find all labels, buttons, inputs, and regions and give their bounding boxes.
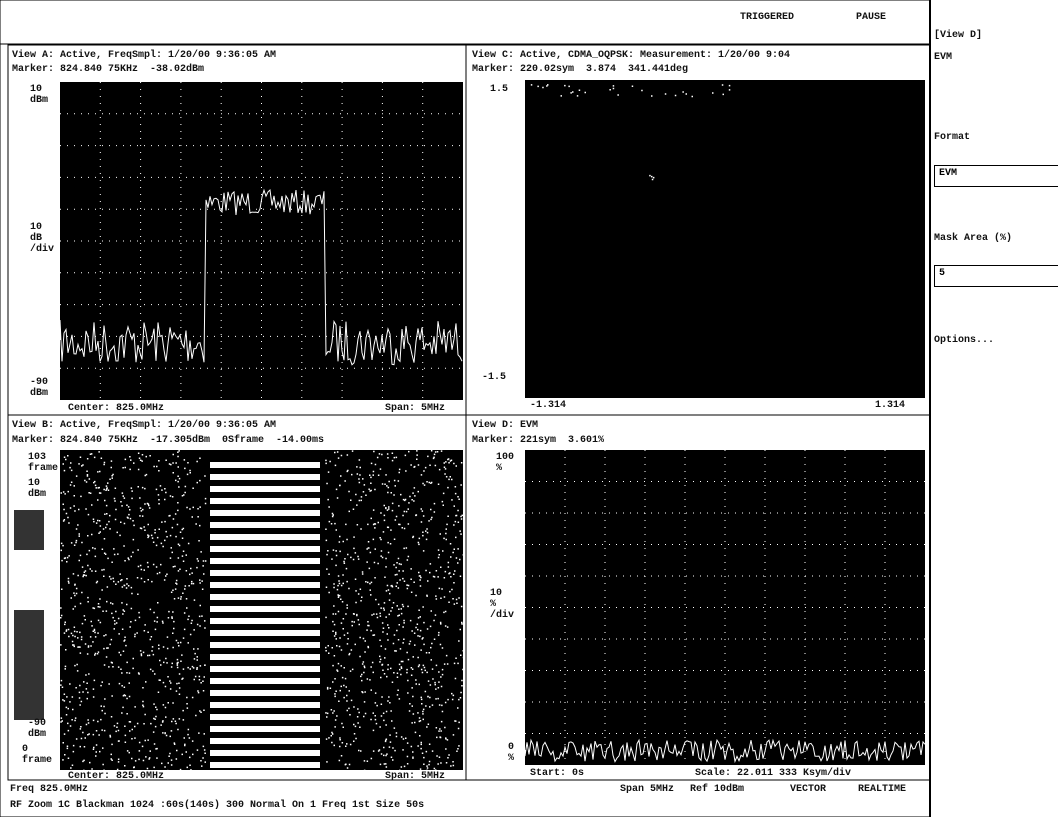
spectrogram-band <box>210 666 320 672</box>
spectrogram-band <box>210 702 320 708</box>
spectrogram-band <box>210 618 320 624</box>
plot-c <box>525 80 925 398</box>
noise-dots <box>649 174 655 181</box>
y-label: -1.5 <box>482 372 507 383</box>
spectrogram-band <box>210 750 320 756</box>
footer-label: Start: 0s <box>530 768 585 779</box>
y-label: 103 frame <box>28 452 59 474</box>
format-field[interactable]: EVM <box>934 165 1058 187</box>
spectrogram-band <box>210 690 320 696</box>
y-label: 1.5 <box>490 84 509 95</box>
y-label: 10 % /div <box>490 588 515 621</box>
noise-dots <box>60 450 465 772</box>
y-label: 10 dBm <box>28 478 47 500</box>
spectrogram-band <box>210 642 320 648</box>
view-marker: Marker: 220.02sym 3.874 341.441deg <box>472 64 689 75</box>
evm-trace <box>524 738 926 764</box>
spectrogram-band <box>210 726 320 732</box>
status-ref: Ref 10dBm <box>690 784 745 795</box>
grid <box>525 450 925 765</box>
view-title: View D: EVM <box>472 420 539 431</box>
spectrogram-band <box>210 762 320 768</box>
y-label: -90 dBm <box>30 377 49 399</box>
options-button[interactable]: Options... <box>934 335 995 346</box>
mask-field[interactable]: 5 <box>934 265 1058 287</box>
plot-a <box>60 82 463 400</box>
status-mode: VECTOR <box>790 784 827 795</box>
footer-label: Span: 5MHz <box>385 403 446 414</box>
trigger-status: TRIGGERED <box>740 12 795 23</box>
spectrogram-band <box>210 510 320 516</box>
spectrogram-band <box>210 654 320 660</box>
view-marker: Marker: 824.840 75KHz -38.02dBm <box>12 64 205 75</box>
view-d-frame <box>465 414 931 781</box>
y-label: -90 dBm <box>28 718 47 740</box>
spectrogram-band <box>210 738 320 744</box>
spectrogram-band <box>210 486 320 492</box>
spectrogram-band <box>210 714 320 720</box>
status-span: Span 5MHz <box>620 784 675 795</box>
mask-label: Mask Area (%) <box>934 233 1013 244</box>
spectrogram-band <box>210 606 320 612</box>
panel-view: [View D] <box>934 30 983 41</box>
color-scale <box>14 510 44 720</box>
spectrogram-band <box>210 570 320 576</box>
status-freq: Freq 825.0MHz <box>10 784 89 795</box>
view-title: View B: Active, FreqSmpl: 1/20/00 9:36:0… <box>12 420 277 431</box>
spectrogram-band <box>210 630 320 636</box>
spectrogram-band <box>210 534 320 540</box>
view-marker: Marker: 221sym 3.601% <box>472 435 605 446</box>
y-label: 100 % <box>496 452 515 474</box>
spectrogram-band <box>210 474 320 480</box>
footer-label: -1.314 <box>530 400 567 411</box>
status-realtime: REALTIME <box>858 784 907 795</box>
spectrogram-band <box>210 522 320 528</box>
spectrogram-band <box>210 678 320 684</box>
footer-label: Scale: 22.011 333 Ksym/div <box>695 768 852 779</box>
footer-label: Center: 825.0MHz <box>68 403 165 414</box>
view-title: View C: Active, CDMA_OQPSK: Measurement:… <box>472 50 791 61</box>
view-marker: Marker: 824.840 75KHz -17.305dBm 0Sframe… <box>12 435 325 446</box>
y-label: 10 dB /div <box>30 222 55 255</box>
status-line2: RF Zoom 1C Blackman 1024 :60s(140s) 300 … <box>10 800 425 811</box>
y-label: 10 dBm <box>30 84 49 106</box>
plot-d <box>525 450 925 765</box>
spectrogram-band <box>210 558 320 564</box>
spectrogram-band <box>210 498 320 504</box>
spectrogram-band <box>210 546 320 552</box>
color-scale-band <box>14 550 44 610</box>
pause-button[interactable]: PAUSE <box>856 12 887 23</box>
spectrum-trace <box>59 188 463 366</box>
view-title: View A: Active, FreqSmpl: 1/20/00 9:36:0… <box>12 50 277 61</box>
panel-measurement: EVM <box>934 52 953 63</box>
footer-label: Center: 825.0MHz <box>68 771 165 782</box>
grid <box>60 82 463 400</box>
footer-label: 1.314 <box>875 400 906 411</box>
spectrogram-band <box>210 582 320 588</box>
footer-label: Span: 5MHz <box>385 771 446 782</box>
y-label: 0 frame <box>22 744 53 766</box>
spectrogram-band <box>210 462 320 468</box>
spectrogram-band <box>210 594 320 600</box>
y-label: 0 % <box>508 742 515 764</box>
format-label: Format <box>934 132 971 143</box>
